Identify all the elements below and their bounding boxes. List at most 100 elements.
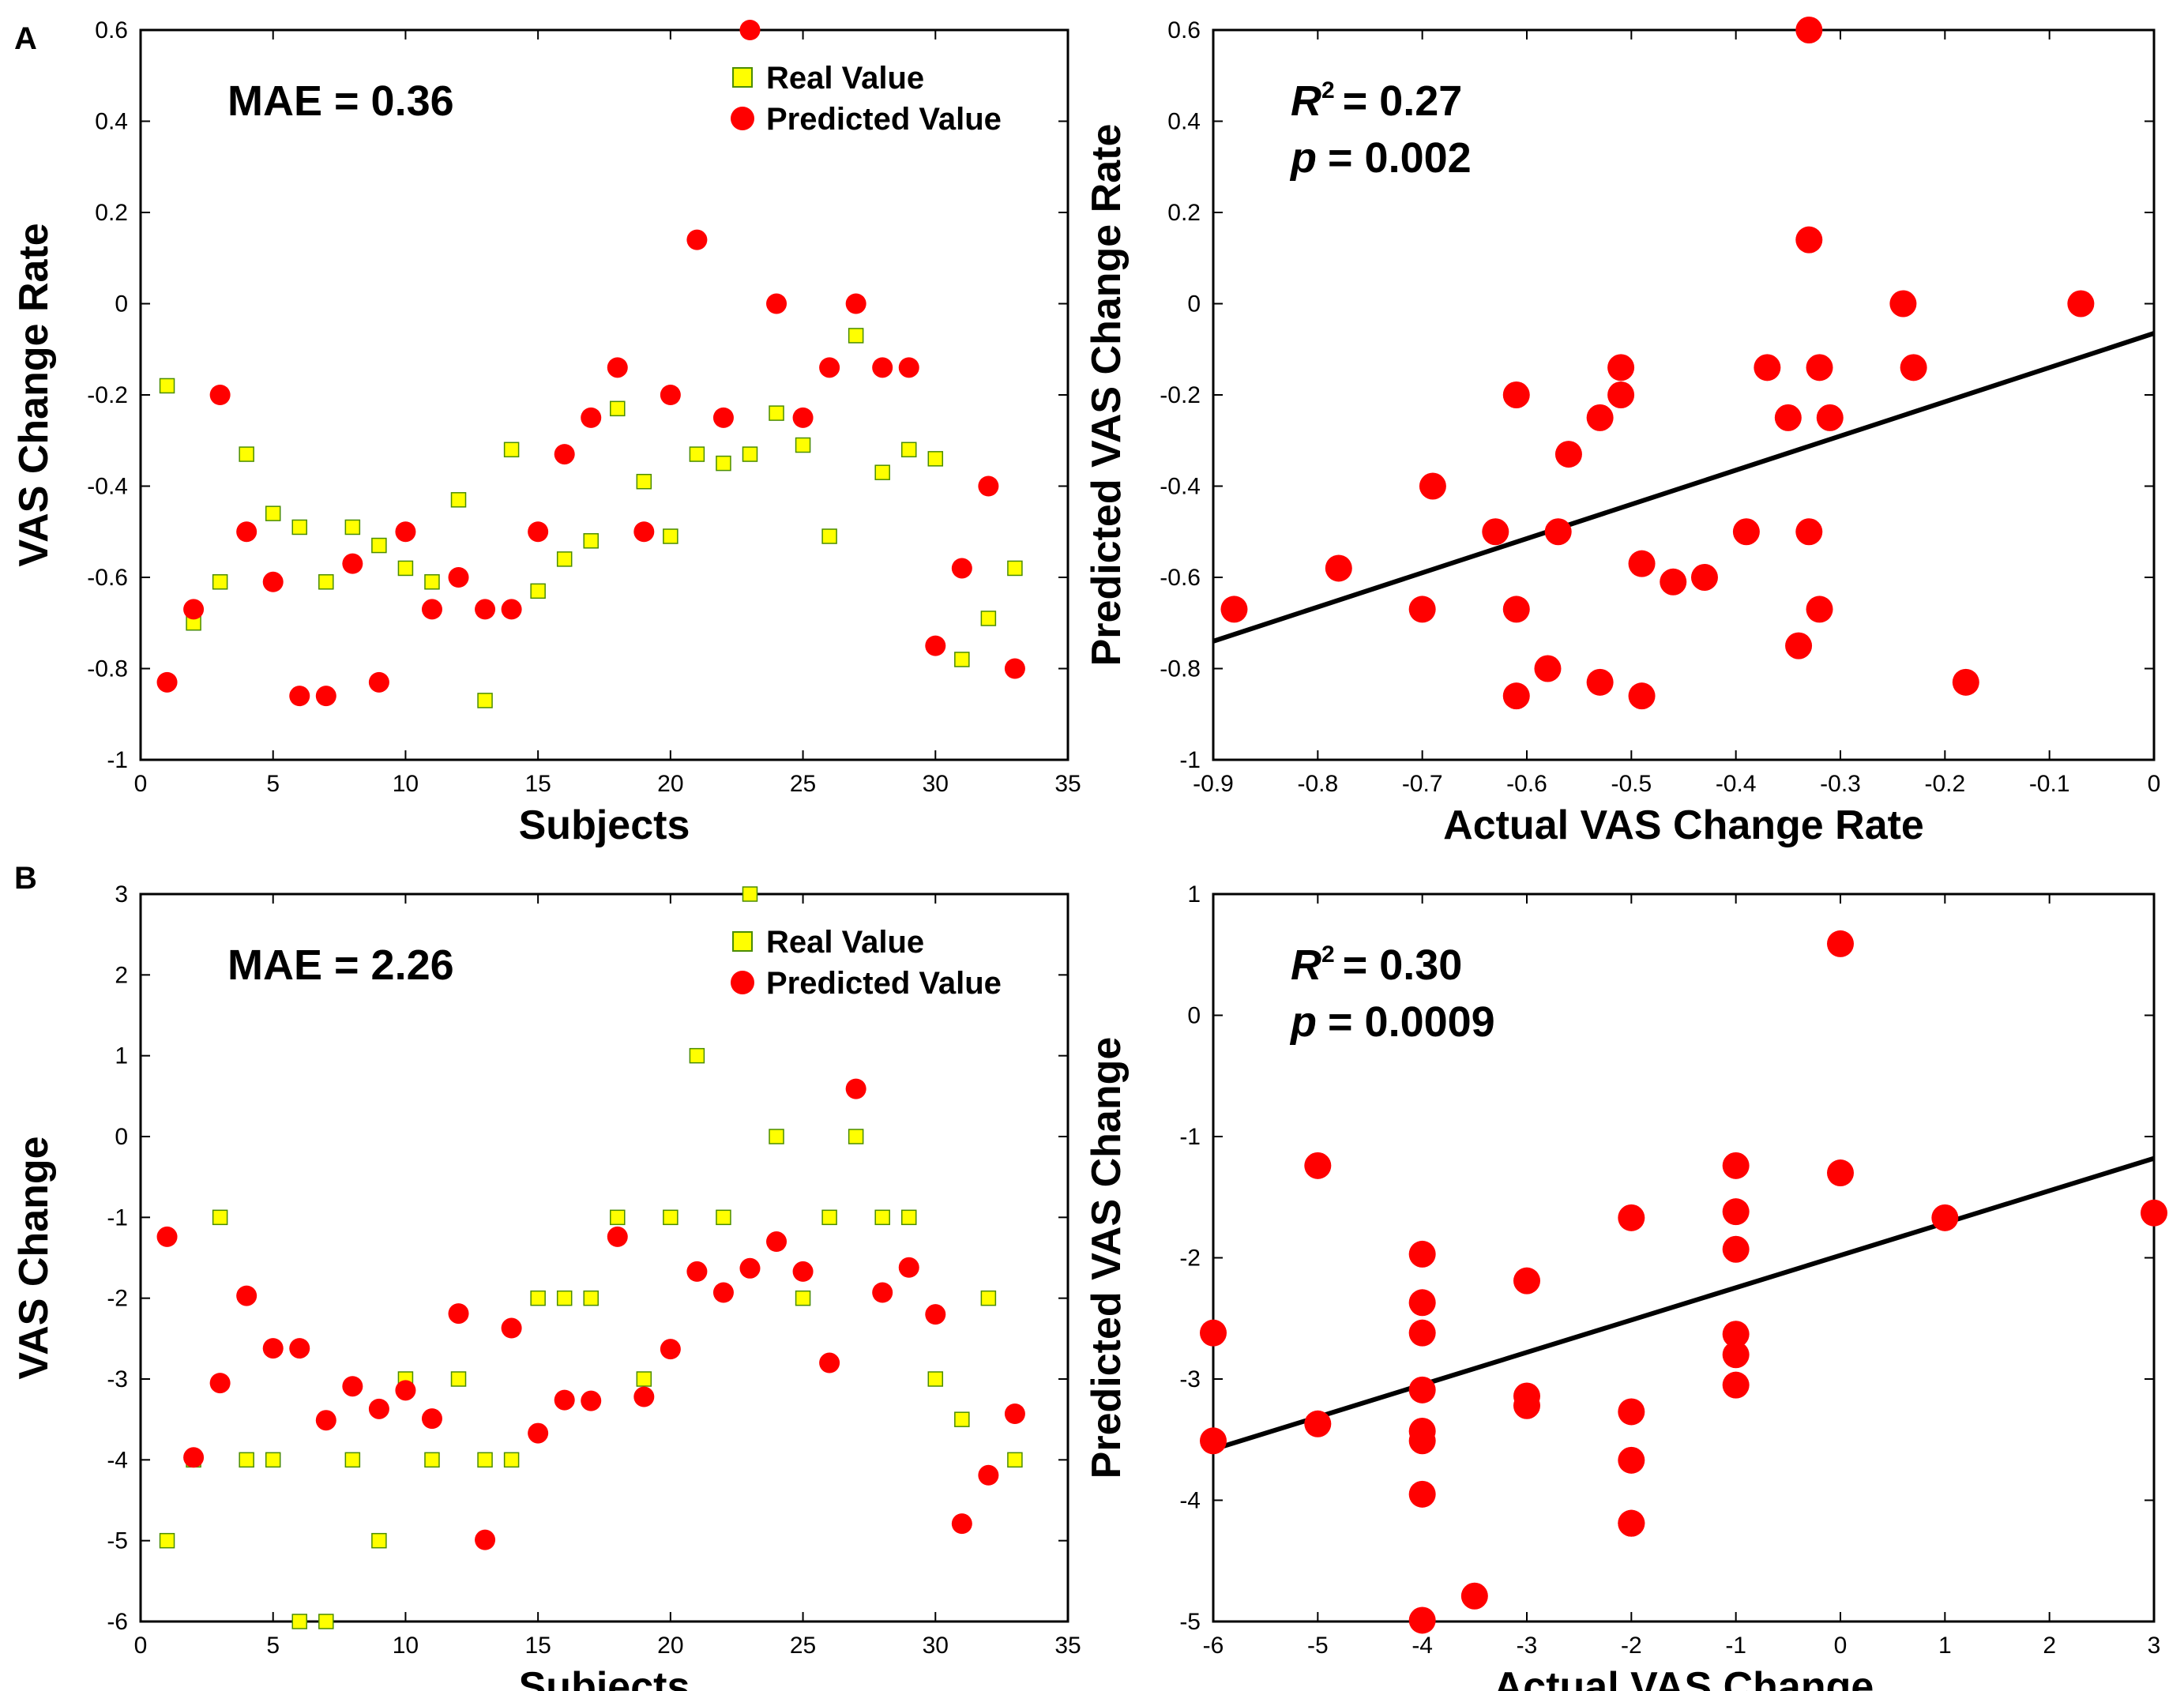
real-value-point — [318, 574, 334, 590]
predicted-value-point — [1722, 1235, 1750, 1263]
plot-a-actual-vs-predicted-rate: -0.9 -0.8 -0.7 -0.6 -0.5 -0.4 -0.3 -0.2 -0.1 0 -1 -… — [1084, 17, 2160, 848]
predicted-value-point — [1408, 1289, 1436, 1317]
real-value-point — [874, 1209, 890, 1226]
y-tick-label: -1 — [1179, 747, 1201, 773]
real-value-point — [769, 405, 784, 421]
p-value-annotation: p = 0.0009 — [1289, 998, 1495, 1046]
real-value-point — [927, 451, 944, 467]
y-tick-label: -2 — [107, 1286, 128, 1312]
x-tick-label: -1 — [1725, 1633, 1746, 1659]
x-axis-label: Actual VAS Change — [1494, 1664, 1874, 1691]
predicted-value-point — [1408, 596, 1436, 623]
predicted-value-point — [368, 671, 389, 693]
y-axis-label: VAS Change — [11, 1136, 57, 1379]
real-value-point — [344, 519, 361, 535]
predicted-value-point — [501, 599, 522, 620]
regression-line — [1212, 1156, 2155, 1452]
predicted-value-point — [1618, 1509, 1645, 1537]
real-value-point — [900, 442, 917, 458]
predicted-value-point — [898, 1257, 919, 1278]
x-tick-label: 5 — [266, 1633, 280, 1659]
real-value-point — [450, 492, 467, 508]
real-value-point — [397, 560, 414, 577]
real-value-point — [291, 519, 308, 535]
x-tick-label: 25 — [790, 771, 816, 797]
predicted-value-point — [1795, 518, 1823, 546]
predicted-value-point — [1806, 596, 1833, 623]
predicted-value-point — [1816, 404, 1844, 431]
y-tick-label: -0.6 — [1160, 565, 1201, 591]
predicted-value-point — [1304, 1152, 1332, 1179]
p-value: = 0.002 — [1328, 134, 1472, 182]
predicted-value-point — [660, 385, 681, 405]
y-tick-label: 0.6 — [95, 17, 128, 43]
predicted-value-point — [607, 1226, 628, 1247]
real-value-point — [663, 528, 679, 544]
predicted-value-point — [1220, 596, 1248, 623]
predicted-value-point — [1952, 668, 1979, 696]
y-tick-label: -6 — [107, 1609, 128, 1635]
panel-letter-a: A — [14, 21, 37, 56]
x-tick-label: 35 — [1054, 1633, 1081, 1659]
x-tick-label: 20 — [657, 771, 683, 797]
x-tick-label: 25 — [790, 1633, 816, 1659]
x-tick-label: -6 — [1203, 1633, 1224, 1659]
y-tick-label: -1 — [107, 1204, 128, 1231]
y-tick-label: 0.2 — [95, 200, 128, 226]
predicted-value-point — [156, 671, 178, 693]
r-superscript: 2 — [1321, 941, 1335, 968]
real-value-point — [556, 551, 573, 567]
predicted-value-point — [1900, 354, 1927, 381]
predicted-value-point — [872, 357, 893, 378]
predicted-value-point — [898, 357, 919, 378]
plot-b-subjects-vs-change: 0 5 10 15 20 25 30 35 -6 -5 -4 -3 -2 -1 0 1 2 3 Subjects VA… — [11, 881, 1081, 1691]
predicted-value-point — [1827, 1159, 1854, 1187]
y-tick-label: -0.8 — [1160, 656, 1201, 682]
real-value-point — [980, 611, 997, 626]
p-value: = 0.0009 — [1328, 998, 1495, 1046]
real-value-point — [291, 1614, 308, 1629]
real-value-point — [265, 505, 281, 521]
x-axis-label: Actual VAS Change Rate — [1443, 802, 1924, 848]
predicted-value-point — [1408, 1376, 1436, 1404]
legend-real-marker — [732, 67, 753, 88]
predicted-value-point — [1200, 1319, 1227, 1347]
x-tick-label: 10 — [393, 771, 419, 797]
predicted-value-point — [448, 1303, 469, 1325]
predicted-value-point — [607, 357, 628, 378]
x-tick-label: 0 — [134, 771, 148, 797]
y-axis-label: Predicted VAS Change — [1084, 1037, 1130, 1479]
real-value-point — [716, 455, 731, 472]
predicted-value-point — [712, 1282, 734, 1303]
y-tick-label: -2 — [1179, 1246, 1201, 1272]
real-value-point — [477, 693, 493, 708]
predicted-value-point — [660, 1339, 681, 1360]
predicted-value-point — [528, 521, 549, 543]
real-value-point — [450, 1371, 467, 1387]
x-tick-label: -5 — [1307, 1633, 1329, 1659]
p-symbol: p — [1289, 998, 1317, 1046]
predicted-value-point — [1408, 1606, 1436, 1634]
x-tick-label: 3 — [2148, 1633, 2161, 1659]
y-tick-label: -1 — [107, 747, 128, 773]
predicted-value-point — [739, 1257, 761, 1279]
real-value-point — [954, 1411, 970, 1427]
r-symbol: R — [1291, 77, 1321, 125]
predicted-value-point — [1534, 655, 1562, 682]
real-value-point — [556, 1290, 573, 1306]
y-tick-label: 0.4 — [95, 109, 128, 135]
y-tick-label: -4 — [1179, 1488, 1201, 1514]
x-tick-label: -0.7 — [1402, 771, 1443, 797]
predicted-value-point — [554, 444, 575, 465]
predicted-value-point — [1607, 354, 1635, 381]
legend-real-label: Real Value — [766, 925, 924, 960]
y-tick-label: -0.2 — [87, 382, 128, 408]
y-axis-label: Predicted VAS Change Rate — [1084, 124, 1130, 667]
predicted-value-point — [1931, 1204, 1959, 1231]
real-value-point — [530, 583, 546, 599]
predicted-value-point — [156, 1226, 178, 1247]
y-tick-label: -5 — [107, 1528, 128, 1554]
real-value-point — [1007, 1452, 1023, 1468]
real-value-point — [424, 1452, 440, 1468]
real-value-point — [769, 1129, 784, 1144]
